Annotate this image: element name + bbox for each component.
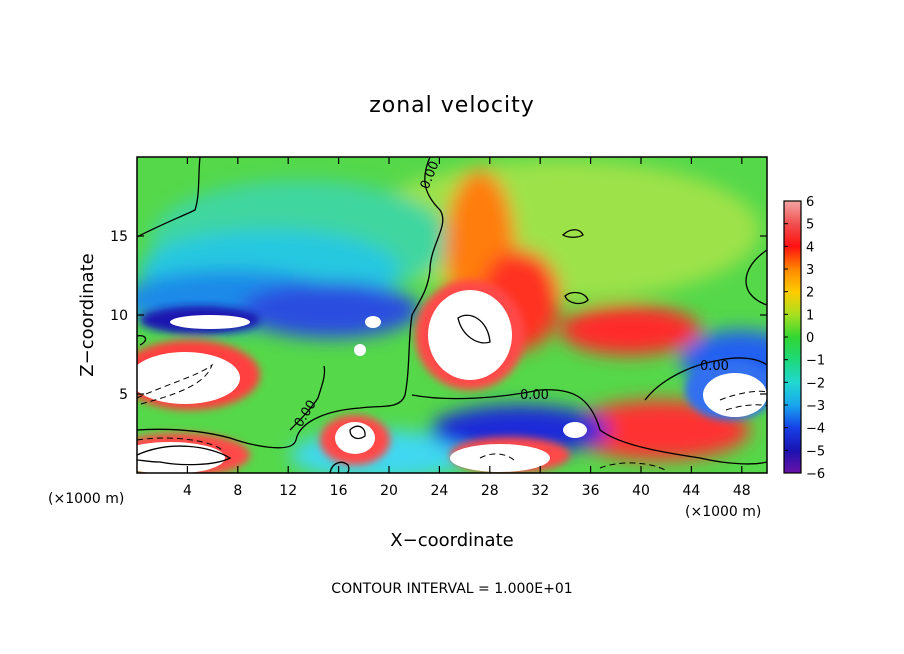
colorbar-label: 6 bbox=[806, 195, 814, 210]
x-units-label-right: (×1000 m) bbox=[685, 504, 761, 520]
x-tick-label: 12 bbox=[279, 483, 297, 499]
colorbar-label: 1 bbox=[806, 308, 814, 323]
colorbar-segment bbox=[784, 359, 801, 383]
contour-lines bbox=[137, 157, 767, 473]
colorbar-label: 2 bbox=[806, 286, 814, 301]
y-tick-label: 15 bbox=[110, 229, 128, 245]
colorbar-segment bbox=[784, 427, 801, 451]
contour-label: 0.00 bbox=[700, 359, 729, 374]
x-tick-label: 8 bbox=[233, 483, 242, 499]
y-tick-label: 5 bbox=[119, 387, 128, 403]
colorbar-label: 0 bbox=[806, 331, 814, 346]
colorbar-label: 5 bbox=[806, 218, 814, 233]
colorbar-segment bbox=[784, 450, 801, 474]
colorbar-segment bbox=[784, 223, 801, 247]
x-tick-label: 28 bbox=[481, 483, 499, 499]
colorbar-label: −4 bbox=[806, 422, 825, 437]
colorbar-label: −6 bbox=[806, 467, 825, 482]
colorbar-segment bbox=[784, 314, 801, 338]
heatmap-field bbox=[137, 157, 767, 473]
x-axis-ticks: 4 8 12 16 20 24 28 32 36 40 44 48 bbox=[183, 157, 751, 499]
colorbar-segment bbox=[784, 405, 801, 429]
colorbar-segment bbox=[784, 269, 801, 293]
contour-interval-note: CONTOUR INTERVAL = 1.000E+01 bbox=[331, 581, 572, 597]
contour-label: 0.00 bbox=[520, 388, 549, 403]
x-tick-label: 32 bbox=[531, 483, 549, 499]
y-axis-label: Z−coordinate bbox=[77, 253, 98, 376]
x-tick-label: 36 bbox=[582, 483, 600, 499]
y-axis-ticks: 5 10 15 bbox=[110, 229, 767, 403]
y-tick-label: 10 bbox=[110, 308, 128, 324]
x-axis-label: X−coordinate bbox=[390, 530, 513, 551]
colorbar-segment bbox=[784, 246, 801, 270]
x-tick-label: 16 bbox=[330, 483, 348, 499]
chart-title: zonal velocity bbox=[369, 93, 535, 118]
x-tick-label: 20 bbox=[380, 483, 398, 499]
x-tick-label: 44 bbox=[682, 483, 700, 499]
colorbar-label: −1 bbox=[806, 354, 825, 369]
colorbar-segment bbox=[784, 201, 801, 225]
dashed-contours bbox=[137, 363, 767, 471]
x-tick-label: 24 bbox=[430, 483, 448, 499]
x-units-label-left: (×1000 m) bbox=[48, 491, 124, 507]
x-tick-label: 40 bbox=[632, 483, 650, 499]
colorbar-segment bbox=[784, 291, 801, 315]
colorbar: 6 5 4 3 2 1 0 −1 −2 −3 −4 −5 −6 bbox=[783, 195, 825, 482]
x-tick-label: 48 bbox=[733, 483, 751, 499]
colorbar-label: −5 bbox=[806, 444, 825, 459]
x-tick-label: 4 bbox=[183, 483, 192, 499]
colorbar-label: −3 bbox=[806, 399, 825, 414]
colorbar-segment bbox=[784, 382, 801, 406]
colorbar-label: 3 bbox=[806, 263, 814, 278]
colorbar-segment bbox=[784, 337, 801, 361]
colorbar-label: −2 bbox=[806, 376, 825, 391]
colorbar-label: 4 bbox=[806, 240, 814, 255]
